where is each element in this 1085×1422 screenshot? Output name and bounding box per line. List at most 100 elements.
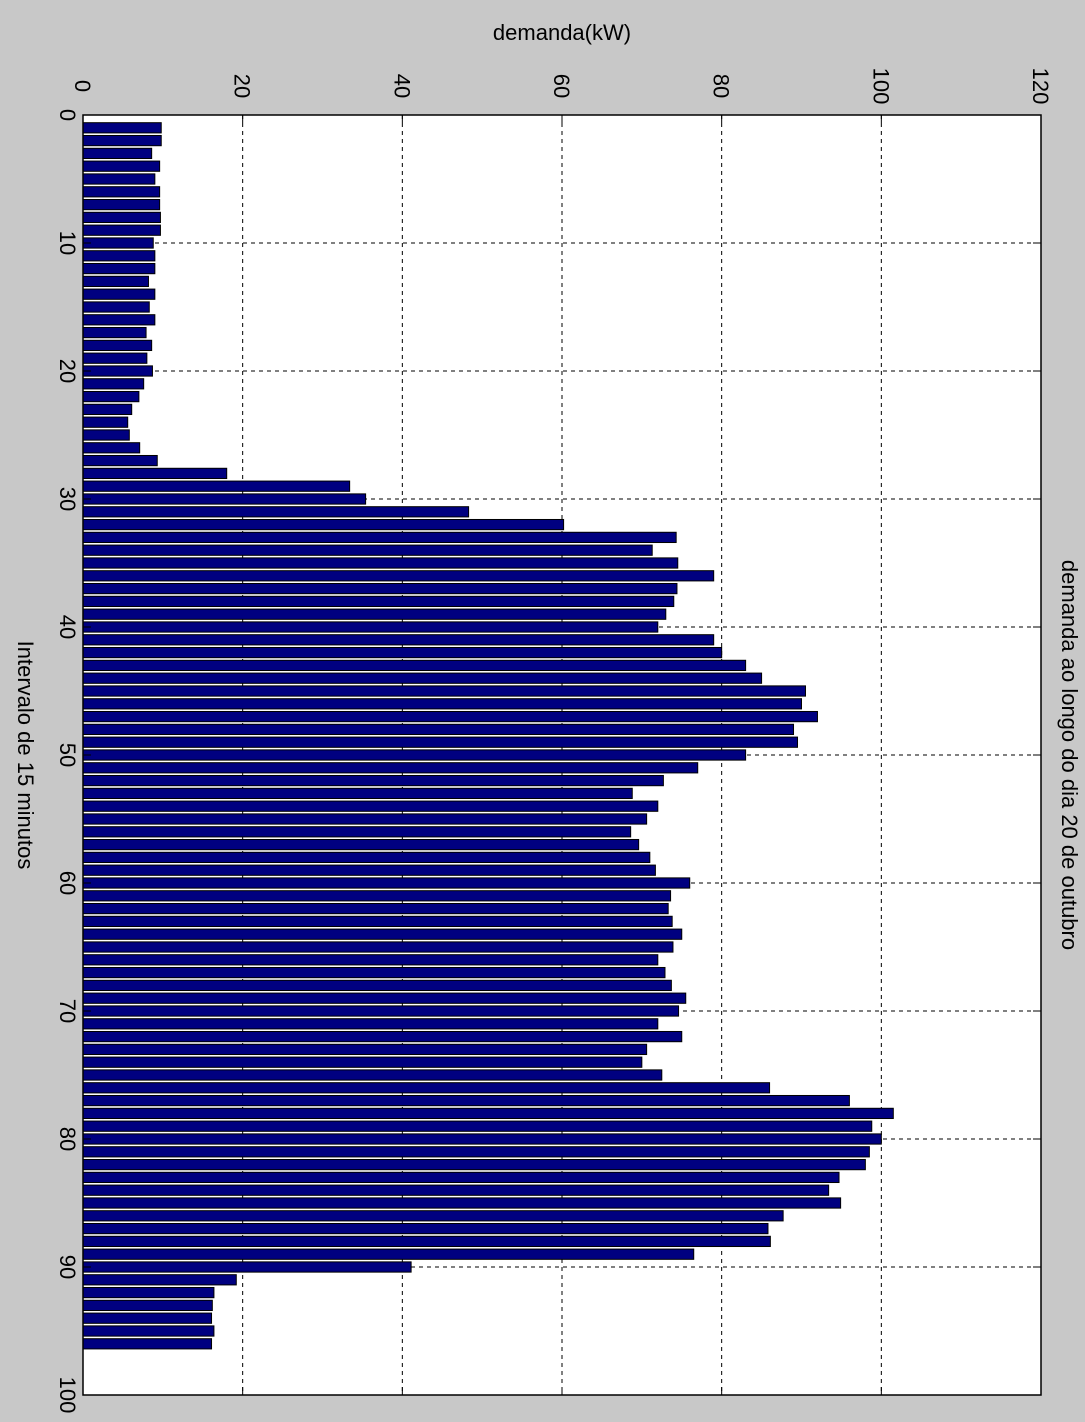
bar xyxy=(82,928,683,940)
bar xyxy=(82,506,470,518)
bar xyxy=(82,826,632,838)
bar xyxy=(82,352,148,364)
bar xyxy=(82,326,147,339)
bar xyxy=(82,365,153,377)
bar xyxy=(82,1184,830,1196)
bar xyxy=(82,211,161,224)
bar xyxy=(82,160,161,172)
bar xyxy=(82,1248,695,1260)
bar xyxy=(82,646,723,659)
bar xyxy=(82,275,149,288)
bar xyxy=(82,672,763,684)
bar xyxy=(82,902,669,915)
bar xyxy=(82,429,130,441)
bar xyxy=(82,621,659,633)
bar xyxy=(82,1210,784,1222)
bar xyxy=(82,544,653,556)
y-tick-label: 100 xyxy=(868,68,893,105)
bar xyxy=(82,390,140,403)
y-tick-labels: 0 20 40 60 80 100 120 xyxy=(70,68,1053,1395)
bar xyxy=(82,314,156,326)
bar xyxy=(82,736,799,748)
x-tick-labels: 0 10 20 30 40 50 60 70 80 90 100 xyxy=(55,109,1041,1413)
y-tick-label: 40 xyxy=(389,74,414,98)
y-tick-label: 0 xyxy=(70,80,95,92)
y-axis-title: demanda(kW) xyxy=(493,20,631,45)
bar xyxy=(82,864,656,876)
bar xyxy=(82,250,156,262)
bar xyxy=(82,966,666,979)
bar xyxy=(82,1069,663,1081)
y-tick-label: 60 xyxy=(549,74,574,98)
bar xyxy=(82,595,675,608)
chart-title: demanda ao longo do dia 20 de outubro xyxy=(1057,560,1082,950)
bar xyxy=(82,288,156,300)
bar xyxy=(82,941,674,953)
bar xyxy=(82,237,154,249)
bar xyxy=(82,416,129,428)
bar xyxy=(82,480,351,492)
bar xyxy=(82,851,651,864)
x-tick-label: 10 xyxy=(55,231,80,255)
bar xyxy=(82,301,150,313)
y-tick-label: 120 xyxy=(1028,68,1053,105)
bar xyxy=(82,442,141,454)
bar xyxy=(82,1043,648,1056)
bar xyxy=(82,198,161,211)
bar xyxy=(82,378,145,390)
bar xyxy=(82,122,162,134)
bar xyxy=(82,1312,213,1324)
bar xyxy=(82,659,747,672)
bar xyxy=(82,1325,215,1337)
bar xyxy=(82,403,133,416)
bar xyxy=(82,813,648,825)
bar xyxy=(82,467,228,480)
bar xyxy=(82,1286,215,1299)
bar xyxy=(82,685,806,697)
bar xyxy=(82,224,161,236)
bar xyxy=(82,1030,683,1043)
bar xyxy=(82,1171,840,1184)
bar xyxy=(82,954,659,966)
x-tick-label: 0 xyxy=(55,109,80,121)
bar xyxy=(82,570,715,582)
y-tick-label: 20 xyxy=(230,74,255,98)
bar xyxy=(82,1146,870,1158)
bar xyxy=(82,774,664,787)
x-tick-label: 20 xyxy=(55,359,80,383)
x-tick-label: 40 xyxy=(55,615,80,639)
bar xyxy=(82,1094,850,1107)
x-tick-label: 70 xyxy=(55,999,80,1023)
bar xyxy=(82,1005,680,1017)
x-axis-title: Intervalo de 15 minutos xyxy=(13,641,38,870)
bar xyxy=(82,1082,771,1094)
bar xyxy=(82,915,673,928)
bar xyxy=(82,787,633,800)
bar xyxy=(82,1222,769,1235)
bar xyxy=(82,493,367,505)
x-tick-label: 60 xyxy=(55,871,80,895)
bar xyxy=(82,339,153,352)
bar xyxy=(82,877,691,889)
bar xyxy=(82,1018,659,1030)
x-tick-label: 30 xyxy=(55,487,80,511)
bar xyxy=(82,557,679,569)
bar xyxy=(82,186,161,198)
x-tick-label: 50 xyxy=(55,743,80,767)
x-tick-label: 90 xyxy=(55,1255,80,1279)
bar xyxy=(82,1197,842,1209)
bar xyxy=(82,749,747,761)
bar xyxy=(82,173,156,185)
bar xyxy=(82,634,715,646)
bar xyxy=(82,262,156,275)
bar xyxy=(82,1133,882,1145)
bar xyxy=(82,710,818,723)
bar xyxy=(82,890,672,902)
bar xyxy=(82,800,659,812)
bar xyxy=(82,698,802,710)
bar xyxy=(82,1299,213,1312)
bar xyxy=(82,838,640,851)
bar xyxy=(82,1235,771,1248)
bar xyxy=(82,1056,643,1068)
bars-group xyxy=(82,122,894,1350)
